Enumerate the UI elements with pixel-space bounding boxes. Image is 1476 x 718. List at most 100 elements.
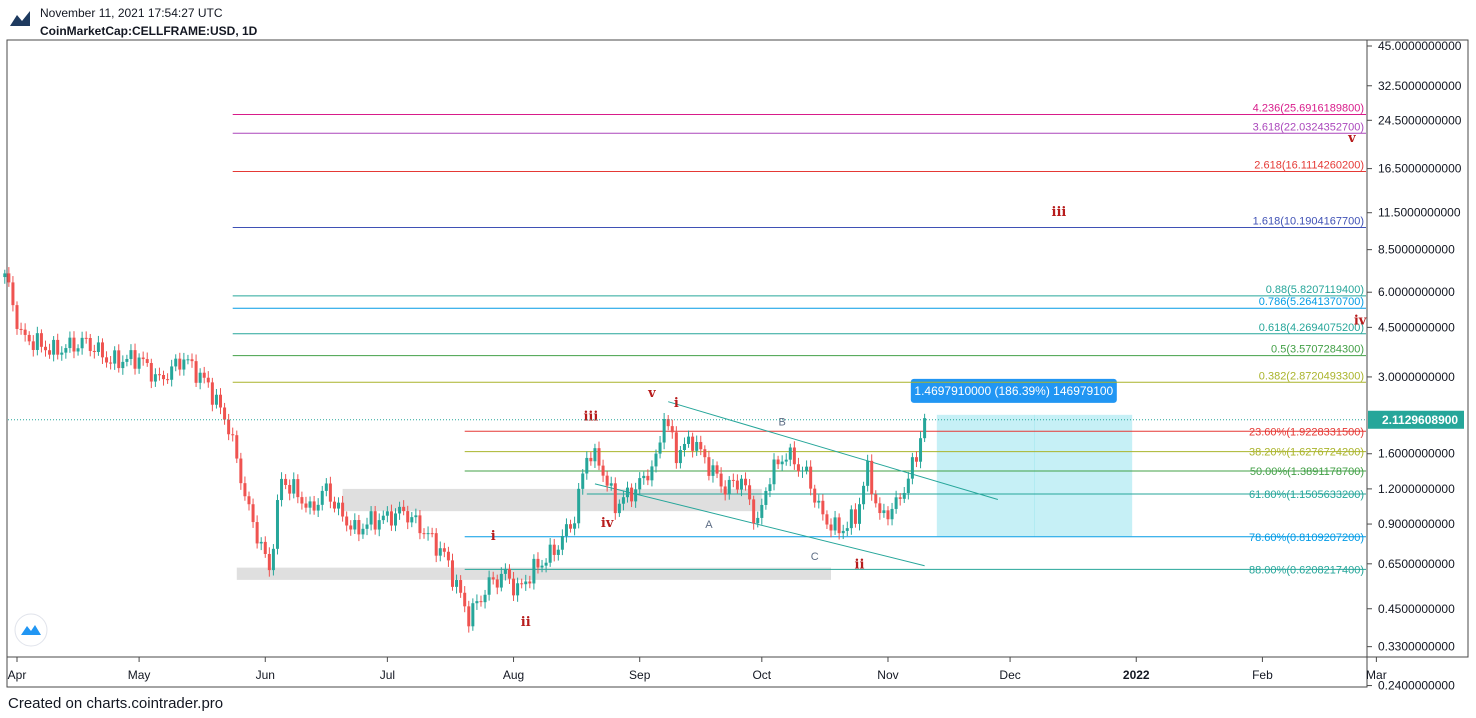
candle [813, 484, 817, 508]
candle [898, 493, 902, 506]
candle [491, 571, 495, 585]
x-tick-label: Oct [752, 668, 771, 682]
candle-body [666, 419, 670, 427]
candle-body [402, 506, 406, 512]
candle-body [768, 484, 772, 491]
candle-body [695, 441, 699, 451]
candle-body [890, 508, 894, 520]
candle-body [332, 501, 336, 509]
candle [157, 367, 161, 381]
candle-body [292, 479, 296, 494]
candle-body [373, 511, 377, 530]
candle [890, 502, 894, 526]
candle [593, 443, 597, 468]
candle [642, 471, 646, 485]
footer-credit: Created on charts.cointrader.pro [8, 695, 224, 712]
candle-body [60, 352, 64, 355]
candle-body [520, 583, 524, 585]
fib-extension-label: 0.5(3.5707284300) [1271, 344, 1364, 356]
candle [186, 354, 190, 365]
candle [214, 388, 218, 409]
candle [312, 495, 316, 515]
candle-body [389, 511, 393, 526]
candle-body [316, 504, 320, 511]
candle-body [621, 497, 625, 504]
candle-body [499, 573, 503, 588]
candle-body [581, 473, 585, 489]
fib-extension-label: 0.382(2.8720493300) [1259, 370, 1364, 382]
candle-body [56, 339, 60, 355]
fib-extension-label: 4.236(25.6916189800) [1253, 102, 1364, 114]
candle-body [223, 407, 227, 420]
candle [772, 453, 776, 491]
candle-body [227, 419, 231, 435]
plot-area[interactable] [6, 39, 1368, 658]
candle-body [577, 488, 581, 524]
candle [259, 537, 263, 551]
candle-body [450, 560, 454, 587]
candle-body [674, 432, 678, 464]
tradingview-watermark-icon[interactable] [14, 613, 48, 647]
candle [564, 518, 568, 543]
candle-body [744, 478, 748, 486]
candle-body [426, 533, 430, 535]
candle [288, 479, 292, 501]
candle [817, 494, 821, 509]
candle-body [337, 502, 341, 509]
candle-body [613, 483, 617, 514]
candle-body [829, 524, 833, 531]
candle [691, 432, 695, 458]
candle-body [194, 361, 198, 383]
fib-retracement-label: 50.00%(1.3891178700) [1250, 466, 1364, 478]
candle-body [914, 457, 918, 462]
candle [121, 355, 125, 375]
candle [727, 476, 731, 500]
candle-body [630, 487, 634, 502]
candle-body [288, 484, 292, 494]
candle-body [133, 350, 137, 369]
y-tick-label: 0.3300000000 [1378, 640, 1455, 654]
candle-body [406, 511, 410, 523]
candle [560, 529, 564, 556]
candle-body [121, 361, 125, 369]
y-tick-label: 1.6000000000 [1378, 447, 1455, 461]
candle [666, 414, 670, 431]
candle-body [153, 374, 157, 382]
price-axis[interactable] [1366, 39, 1469, 658]
candle [870, 454, 874, 501]
candle-body [235, 435, 239, 459]
candle-body [817, 500, 821, 503]
candle [670, 419, 674, 439]
wave-label: iii [583, 410, 598, 425]
candle [507, 564, 511, 585]
candle [219, 388, 222, 415]
candle-body [609, 483, 613, 486]
candle-body [507, 568, 511, 579]
candle-body [455, 580, 459, 587]
candle [162, 370, 166, 386]
candle-body [422, 533, 426, 535]
x-tick-label: Feb [1252, 668, 1273, 682]
candle [463, 586, 467, 613]
candle [646, 469, 650, 486]
candle [503, 563, 507, 581]
candle-body [784, 459, 788, 462]
x-tick-label: Apr [8, 668, 27, 682]
y-tick-label: 24.5000000000 [1378, 113, 1462, 127]
candle [410, 512, 414, 528]
candle [715, 461, 719, 479]
time-axis[interactable] [6, 656, 1368, 688]
x-tick-label: Aug [503, 668, 524, 682]
candle [894, 490, 898, 514]
candle-body [552, 544, 556, 555]
candle-body [512, 578, 516, 596]
candle-body [560, 535, 564, 550]
candle-body [377, 520, 381, 530]
price-chart[interactable]: 1.4697910000 (186.39%) 146979100 4.236(2… [0, 0, 1476, 690]
candle [866, 454, 870, 492]
candle [780, 455, 784, 471]
candle [487, 570, 491, 601]
wave-label: iv [601, 516, 614, 531]
candle [206, 371, 210, 388]
candle-body [88, 338, 92, 351]
